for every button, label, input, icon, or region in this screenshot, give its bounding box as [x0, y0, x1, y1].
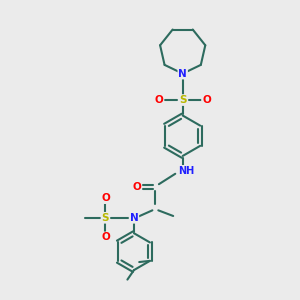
Text: NH: NH [178, 166, 194, 176]
Text: O: O [101, 232, 110, 242]
Text: O: O [101, 193, 110, 203]
Text: O: O [132, 182, 141, 192]
Text: N: N [178, 69, 187, 79]
Text: S: S [102, 213, 109, 223]
Text: O: O [154, 95, 163, 105]
Text: S: S [179, 95, 186, 105]
Text: O: O [202, 95, 211, 105]
Text: N: N [130, 213, 138, 223]
